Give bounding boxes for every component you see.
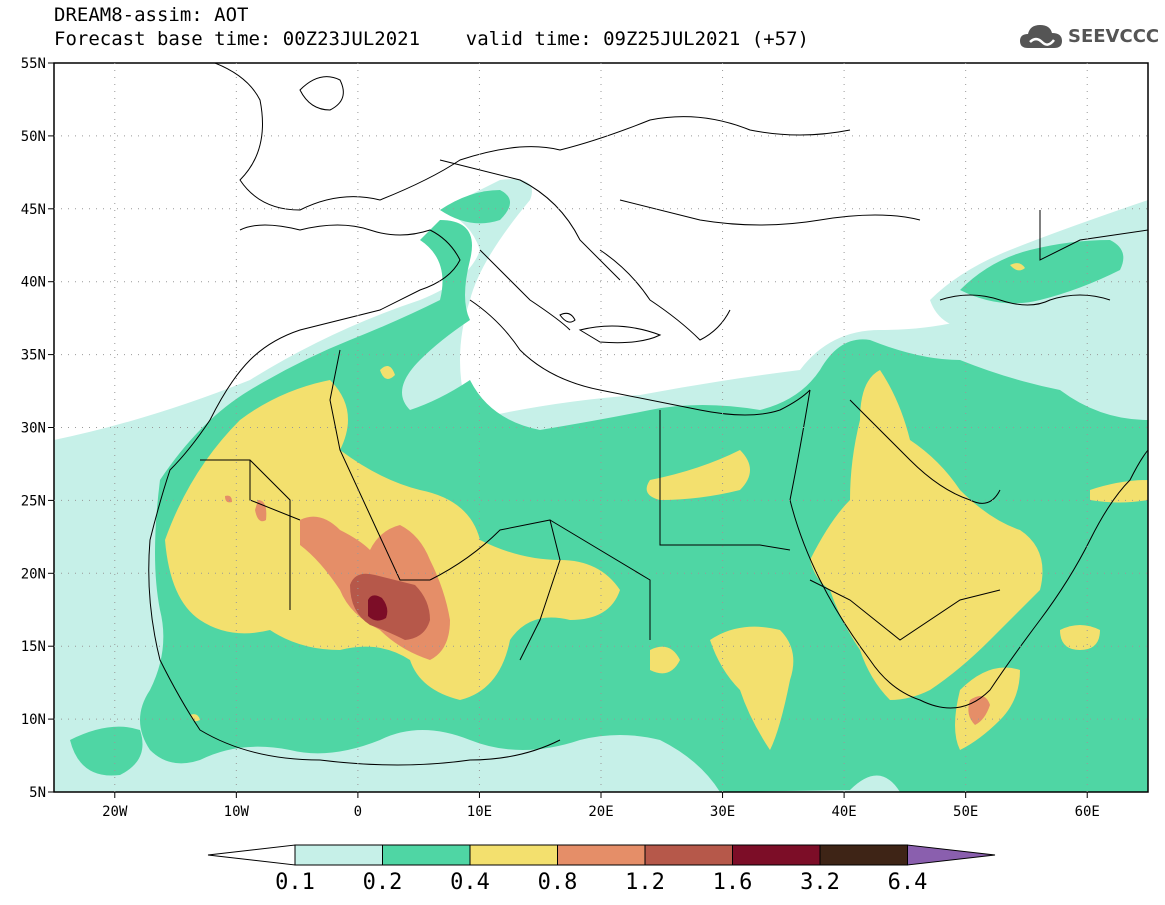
forecast-times: Forecast base time: 00Z23JUL2021 valid t… — [54, 28, 809, 50]
colorbar-over-arrow — [907, 844, 996, 866]
graticule — [54, 63, 1148, 792]
lon-tick-label: 10W — [224, 804, 250, 820]
map-title: DREAM8-assim: AOT — [54, 4, 249, 26]
colorbar-label: 0.2 — [363, 870, 403, 895]
lat-tick-label: 20N — [21, 566, 46, 582]
colorbar-segment — [557, 844, 646, 866]
latitude-axis: 5N 10N 15N 20N 25N 30N 35N 40N 45N 50N 55N — [21, 56, 54, 801]
seevccc-logo: SEEVCCC — [1018, 20, 1160, 56]
colorbar-segment — [644, 844, 733, 866]
lat-tick-label: 10N — [21, 712, 46, 728]
colorbar-segment — [469, 844, 558, 866]
lat-tick-label: 40N — [21, 275, 46, 291]
colorbar-label: 1.6 — [713, 870, 753, 895]
lat-tick-label: 15N — [21, 639, 46, 655]
colorbar-segment — [732, 844, 821, 866]
lat-tick-label: 5N — [29, 785, 46, 801]
aot-level-1.2 — [350, 573, 430, 640]
lon-tick-label: 50E — [953, 804, 978, 820]
colorbar-label: 6.4 — [888, 870, 928, 895]
lat-tick-label: 45N — [21, 202, 46, 218]
colorbar-segment — [819, 844, 908, 866]
lon-tick-label: 20E — [588, 804, 613, 820]
lon-tick-label: 40E — [831, 804, 856, 820]
lat-tick-label: 25N — [21, 493, 46, 509]
lon-tick-label: 30E — [710, 804, 735, 820]
colorbar-label: 0.1 — [275, 870, 315, 895]
lon-tick-label: 60E — [1075, 804, 1100, 820]
cloud-icon — [1020, 25, 1062, 48]
lat-tick-label: 35N — [21, 348, 46, 364]
colorbar-under-arrow — [207, 844, 296, 866]
colorbar-label: 0.8 — [538, 870, 578, 895]
logo-text: SEEVCCC — [1068, 26, 1160, 47]
colorbar-label: 1.2 — [625, 870, 665, 895]
lon-tick-label: 20W — [102, 804, 128, 820]
lat-tick-label: 50N — [21, 129, 46, 145]
colorbar-label: 0.4 — [450, 870, 490, 895]
colorbar-segment — [382, 844, 471, 866]
lon-tick-label: 0 — [354, 804, 362, 820]
lat-tick-label: 55N — [21, 56, 46, 72]
longitude-axis: 20W 10W 0 10E 20E 30E 40E 50E 60E — [102, 792, 1100, 820]
coastlines-and-borders — [148, 63, 1148, 766]
colorbar-label: 3.2 — [800, 870, 840, 895]
colorbar-segment — [294, 844, 383, 866]
lon-tick-label: 10E — [467, 804, 492, 820]
lat-tick-label: 30N — [21, 421, 46, 437]
colorbar: 0.1 0.2 0.4 0.8 1.2 1.6 3.2 6.4 — [207, 844, 996, 895]
aot-level-1.6 — [368, 595, 388, 621]
aot-contour-field — [54, 179, 1148, 792]
